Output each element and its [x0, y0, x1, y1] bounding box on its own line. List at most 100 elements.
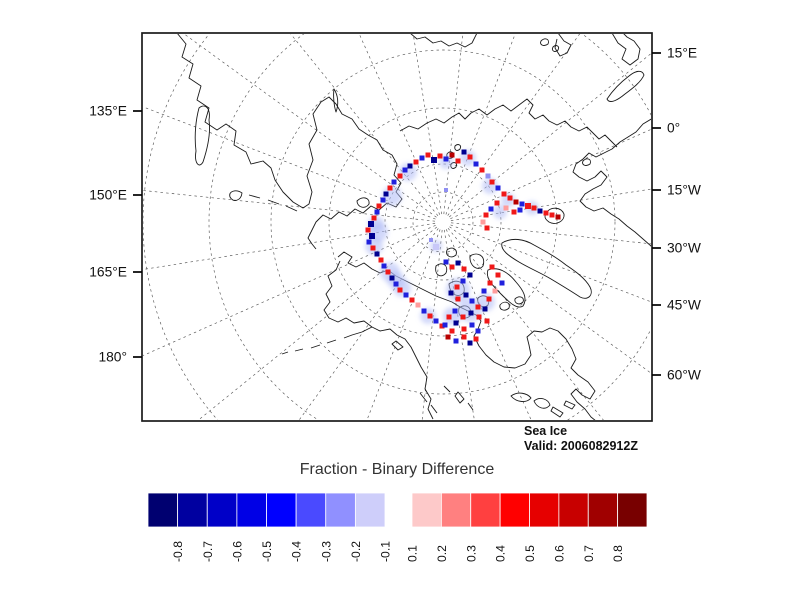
coastline-path	[582, 158, 591, 166]
longitude-label: 135°E	[89, 104, 127, 119]
coastline-path	[267, 199, 280, 205]
ice-cell	[383, 191, 389, 197]
coastline-path	[399, 98, 618, 148]
meridian-line	[143, 224, 436, 356]
longitude-label: 60°W	[667, 368, 701, 383]
annotation-variable: Sea Ice	[524, 424, 568, 438]
ice-cell	[499, 280, 505, 286]
ice-cell	[369, 233, 375, 239]
ice-cell	[486, 296, 492, 302]
coastline-path	[430, 404, 438, 414]
ice-cell	[397, 173, 403, 179]
coastline-path	[486, 268, 526, 308]
ice-cell	[455, 260, 461, 266]
coastline-path	[572, 118, 651, 247]
ice-cell	[489, 264, 495, 270]
coastline-path	[540, 38, 549, 46]
ice-cell	[473, 161, 479, 167]
ice-cell	[433, 244, 439, 250]
ice-cell	[467, 154, 473, 160]
ice-cell	[467, 340, 473, 346]
ice-cell	[492, 288, 498, 294]
ice-cell	[449, 328, 455, 334]
coastline-path	[544, 207, 565, 224]
ice-cell	[374, 209, 380, 215]
ice-cell	[365, 227, 371, 233]
coastline-path	[467, 402, 474, 411]
ice-cell	[397, 287, 403, 293]
ice-cell	[453, 338, 459, 344]
ice-cell	[461, 149, 467, 155]
latitude-circle	[328, 107, 558, 337]
coastline-path	[533, 398, 551, 409]
coastline-path	[612, 34, 641, 66]
coastline-path	[451, 301, 596, 420]
ice-cell	[481, 288, 487, 294]
ice-cell	[480, 219, 486, 225]
ice-cell	[517, 207, 523, 213]
longitude-label: 45°W	[667, 298, 701, 313]
colorbar-cell	[411, 492, 442, 528]
ice-cell	[403, 292, 409, 298]
coastline-path	[419, 392, 428, 403]
ice-cell	[501, 191, 507, 197]
ice-cell	[473, 336, 479, 342]
ice-cell	[370, 245, 376, 251]
ice-cell	[484, 225, 490, 231]
colorbar-tick-label: -0.8	[171, 541, 185, 562]
ice-cell	[385, 269, 391, 275]
ice-cell	[419, 155, 425, 161]
ice-cell	[409, 297, 415, 303]
ice-cell	[455, 296, 461, 302]
ice-cell	[475, 304, 481, 310]
latitude-circle	[143, 34, 219, 420]
colorbar-cell	[470, 492, 501, 528]
ice-cell	[374, 251, 380, 257]
coastline-path	[454, 144, 461, 151]
ice-cell	[387, 185, 393, 191]
ice-cell	[366, 239, 372, 245]
ice-cell	[511, 209, 517, 215]
coastline-path	[356, 197, 370, 208]
coastline-path	[510, 392, 532, 402]
coastline-path	[229, 190, 243, 201]
coastlines	[177, 34, 651, 420]
colorbar-cell	[499, 492, 530, 528]
map-frame	[141, 32, 653, 422]
longitude-label: 0°	[667, 121, 680, 136]
longitude-label: 30°W	[667, 241, 701, 256]
ice-cell	[444, 188, 448, 192]
ice-cell	[443, 259, 449, 265]
ice-cell	[461, 266, 467, 272]
coastline-path	[443, 385, 451, 393]
ice-cell	[449, 152, 455, 158]
ice-cell	[454, 284, 460, 290]
colorbar-cell	[354, 492, 386, 528]
ice-cell	[469, 298, 475, 304]
ice-cell	[381, 263, 387, 269]
ice-cell	[483, 212, 489, 218]
ice-cell	[460, 314, 466, 320]
coastline-path	[410, 34, 478, 48]
ice-cell	[389, 275, 395, 281]
coastline-path	[281, 351, 289, 355]
ice-cell	[476, 314, 482, 320]
coastline-path	[333, 88, 339, 113]
colorbar-tick-label: 0.6	[552, 545, 566, 562]
colorbar-cell	[325, 492, 356, 528]
ice-cell	[485, 173, 491, 179]
coastline-path	[177, 34, 403, 250]
ice-cell	[495, 185, 501, 191]
ice-cell	[431, 157, 437, 163]
colorbar-tick-label: 0.7	[582, 545, 596, 562]
colorbar-tick-label: 0.1	[406, 545, 420, 562]
coastline-path	[606, 70, 645, 102]
ice-cell	[455, 158, 461, 164]
ice-cell	[442, 322, 448, 328]
ice-cells-layer	[365, 149, 561, 346]
ice-cell	[484, 318, 490, 324]
ice-cell	[380, 197, 386, 203]
ice-cell	[437, 153, 443, 159]
colorbar-cell	[236, 492, 267, 528]
